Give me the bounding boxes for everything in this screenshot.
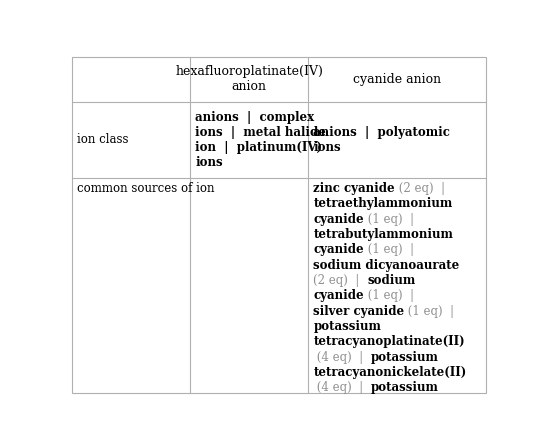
Text: sodium dicyanoaurate: sodium dicyanoaurate bbox=[313, 259, 459, 271]
Text: potassium: potassium bbox=[371, 381, 439, 394]
Text: (1 eq)  |: (1 eq) | bbox=[404, 304, 462, 318]
Text: ion class: ion class bbox=[77, 134, 129, 146]
Text: potassium: potassium bbox=[371, 351, 439, 364]
Text: (1 eq)  |: (1 eq) | bbox=[364, 289, 421, 302]
Text: anions  |  complex
ions  |  metal halide
ion  |  platinum(IV)
ions: anions | complex ions | metal halide ion… bbox=[196, 111, 326, 169]
Text: (2 eq)  |: (2 eq) | bbox=[313, 274, 367, 287]
Text: sodium: sodium bbox=[367, 274, 415, 287]
Text: tetraethylammonium: tetraethylammonium bbox=[313, 197, 452, 210]
Text: silver cyanide: silver cyanide bbox=[313, 304, 404, 318]
Text: tetrabutylammonium: tetrabutylammonium bbox=[313, 228, 453, 241]
Text: cyanide anion: cyanide anion bbox=[353, 73, 441, 86]
Text: cyanide: cyanide bbox=[313, 243, 364, 256]
Text: cyanide: cyanide bbox=[313, 213, 364, 226]
Text: anions  |  polyatomic
ions: anions | polyatomic ions bbox=[313, 126, 450, 154]
Text: common sources of ion: common sources of ion bbox=[77, 182, 215, 195]
Text: potassium: potassium bbox=[313, 320, 382, 333]
Text: hexafluoroplatinate(IV)
anion: hexafluoroplatinate(IV) anion bbox=[175, 65, 323, 93]
Text: (4 eq)  |: (4 eq) | bbox=[313, 351, 371, 364]
Text: (6 eq): (6 eq) bbox=[313, 412, 356, 425]
Text: zinc cyanide: zinc cyanide bbox=[313, 182, 395, 195]
Text: (1 eq)  |: (1 eq) | bbox=[364, 243, 421, 256]
Text: cyanide: cyanide bbox=[313, 289, 364, 302]
Text: tetracyanonickelate(II): tetracyanonickelate(II) bbox=[313, 366, 467, 379]
Text: (4 eq)  |: (4 eq) | bbox=[313, 381, 371, 394]
Text: (2 eq)  |: (2 eq) | bbox=[395, 182, 452, 195]
Text: tetracyanoplatinate(II): tetracyanoplatinate(II) bbox=[313, 335, 465, 348]
Text: (1 eq)  |: (1 eq) | bbox=[364, 213, 421, 226]
Text: hexacyanoplatinate(IV): hexacyanoplatinate(IV) bbox=[313, 396, 467, 409]
